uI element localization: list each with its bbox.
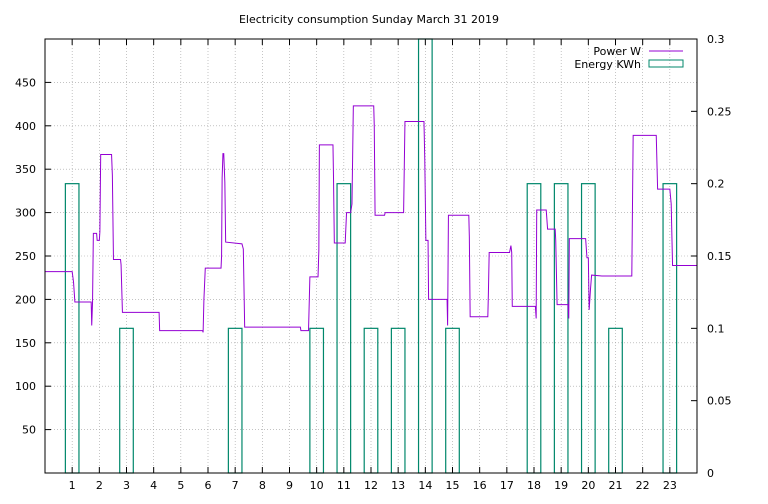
y2-tick-label: 0: [707, 467, 714, 480]
x-tick-label: 9: [286, 479, 293, 492]
x-tick-label: 15: [446, 479, 460, 492]
x-tick-label: 14: [418, 479, 432, 492]
x-tick-label: 22: [636, 479, 650, 492]
y-tick-label: 100: [15, 380, 36, 393]
x-tick-label: 20: [581, 479, 595, 492]
x-tick-label: 3: [123, 479, 130, 492]
x-tick-label: 6: [205, 479, 212, 492]
y-tick-label: 150: [15, 337, 36, 350]
x-tick-label: 10: [310, 479, 324, 492]
x-tick-label: 16: [473, 479, 487, 492]
x-tick-label: 21: [609, 479, 623, 492]
x-tick-label: 1: [69, 479, 76, 492]
power-line-layer: [45, 105, 697, 333]
y-tick-label: 50: [22, 424, 36, 437]
y-tick-label: 400: [15, 120, 36, 133]
x-tick-label: 12: [364, 479, 378, 492]
x-tick-label: 17: [500, 479, 514, 492]
x-tick-label: 2: [96, 479, 103, 492]
axis-layer: 1 2 3 4 5 6 7 8 9 10 11 12 13 14 15 16 17 18 19 20 21 22 23501…: [15, 33, 732, 492]
legend-label-energy: Energy KWh: [574, 58, 641, 71]
y2-tick-label: 0.15: [707, 250, 732, 263]
y-tick-label: 250: [15, 250, 36, 263]
y-tick-label: 350: [15, 163, 36, 176]
x-tick-label: 4: [150, 479, 157, 492]
y2-tick-label: 0.2: [707, 178, 725, 191]
y2-tick-label: 0.1: [707, 322, 725, 335]
chart-title: Electricity consumption Sunday March 31 …: [239, 13, 499, 26]
x-tick-label: 18: [527, 479, 541, 492]
y-tick-label: 200: [15, 293, 36, 306]
y-tick-label: 300: [15, 207, 36, 220]
x-tick-label: 5: [177, 479, 184, 492]
legend-label-power: Power W: [593, 45, 641, 58]
y2-tick-label: 0.05: [707, 395, 732, 408]
y-tick-label: 450: [15, 76, 36, 89]
x-tick-label: 13: [391, 479, 405, 492]
y2-tick-label: 0.25: [707, 105, 732, 118]
x-tick-label: 19: [554, 479, 568, 492]
y2-tick-label: 0.3: [707, 33, 725, 46]
x-tick-label: 23: [663, 479, 677, 492]
x-tick-label: 11: [337, 479, 351, 492]
legend: Power W Energy KWh: [574, 45, 684, 71]
legend-swatch-energy: [648, 59, 684, 68]
x-tick-label: 8: [259, 479, 266, 492]
grid-layer: [45, 39, 697, 473]
x-tick-label: 7: [232, 479, 239, 492]
power-series-line: [45, 105, 697, 333]
